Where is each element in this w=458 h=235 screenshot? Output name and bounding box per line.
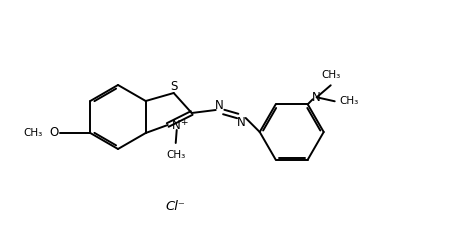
Text: N: N [172, 118, 181, 132]
Text: CH₃: CH₃ [23, 128, 42, 138]
Text: Cl⁻: Cl⁻ [165, 200, 185, 214]
Text: CH₃: CH₃ [166, 150, 185, 160]
Text: CH₃: CH₃ [340, 96, 359, 106]
Text: +: + [180, 118, 187, 126]
Text: O: O [49, 126, 58, 140]
Text: S: S [170, 79, 177, 93]
Text: CH₃: CH₃ [321, 70, 340, 80]
Text: N: N [312, 91, 321, 104]
Text: N: N [237, 115, 246, 129]
Text: N: N [215, 98, 224, 111]
